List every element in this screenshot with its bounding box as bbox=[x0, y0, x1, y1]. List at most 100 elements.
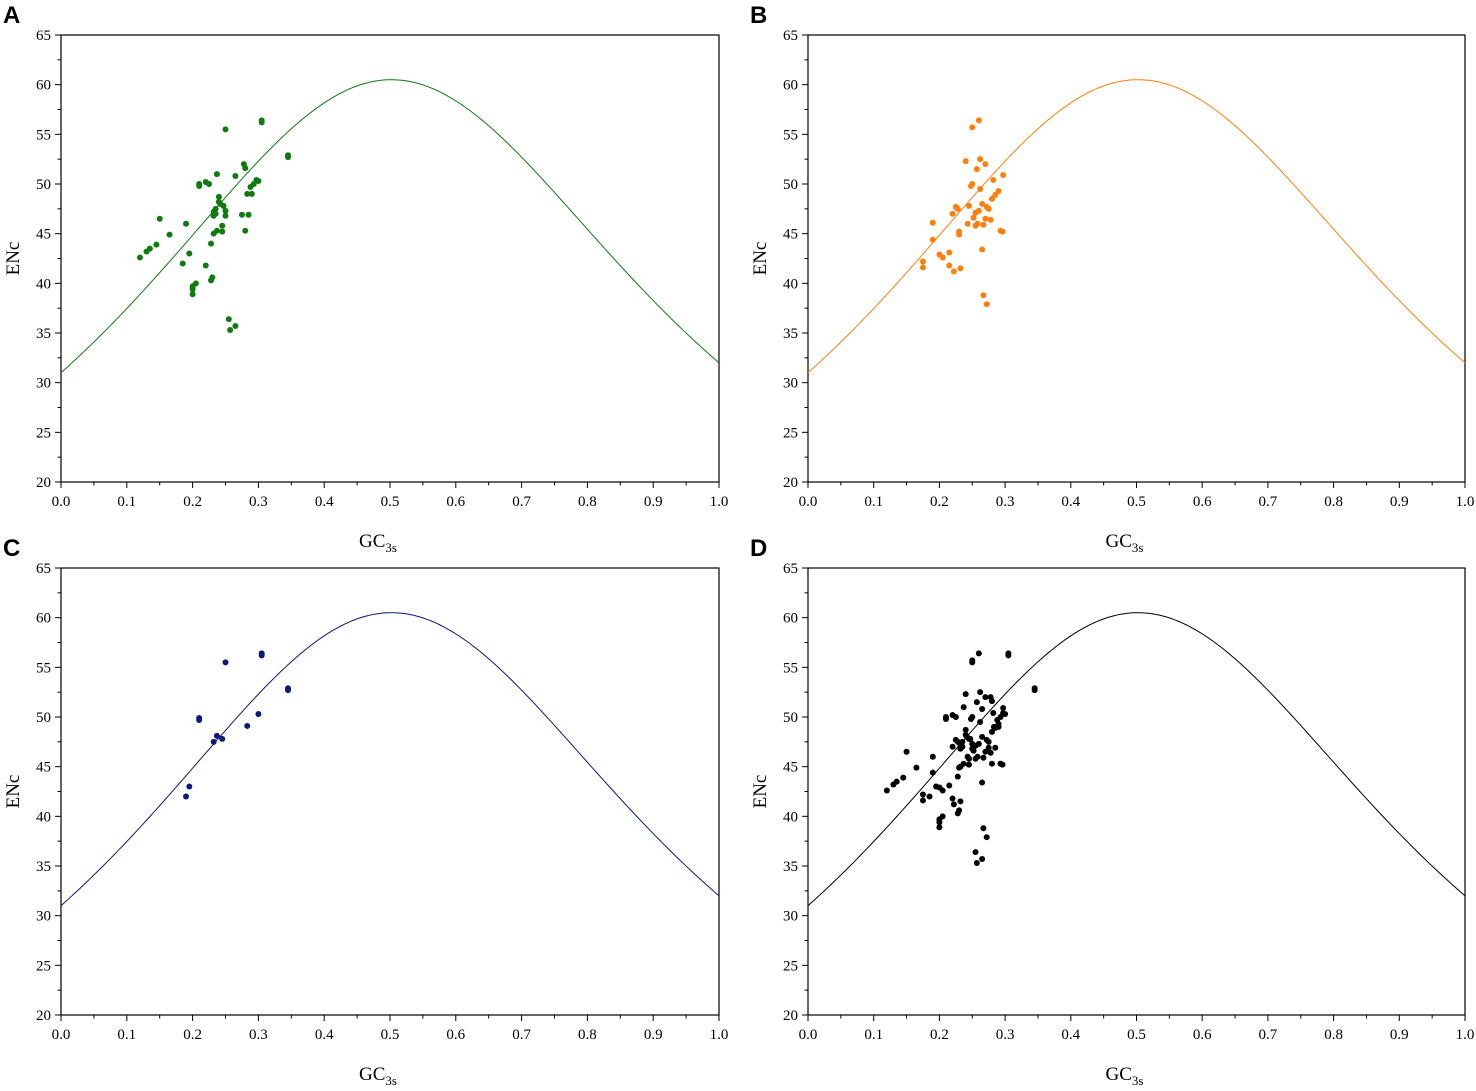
data-point bbox=[977, 718, 984, 725]
data-point bbox=[227, 327, 234, 334]
data-point bbox=[946, 782, 953, 789]
data-point bbox=[258, 117, 265, 124]
data-point bbox=[992, 744, 999, 751]
data-point bbox=[949, 743, 956, 750]
x-tick-label: 0.1 bbox=[117, 494, 136, 510]
data-point bbox=[219, 735, 226, 742]
y-tick-label: 25 bbox=[36, 425, 51, 441]
data-point bbox=[939, 787, 946, 794]
x-tick-label: 0.7 bbox=[1259, 1027, 1278, 1043]
x-tick-label: 0.6 bbox=[446, 494, 465, 510]
data-point bbox=[196, 714, 203, 721]
data-point bbox=[980, 292, 987, 299]
y-tick-label: 25 bbox=[36, 958, 51, 974]
panel-letter: D bbox=[750, 535, 767, 562]
data-point bbox=[980, 825, 987, 832]
data-point bbox=[222, 659, 229, 666]
data-point bbox=[979, 733, 986, 740]
y-tick-label: 30 bbox=[36, 909, 51, 925]
data-point bbox=[1000, 172, 1007, 179]
y-tick-label: 55 bbox=[783, 127, 798, 143]
data-point bbox=[186, 783, 193, 790]
x-tick-label: 0.2 bbox=[930, 494, 949, 510]
y-tick-label: 20 bbox=[36, 475, 51, 491]
x-axis-title-subscript: 3s bbox=[1132, 540, 1144, 555]
x-tick-label: 0.8 bbox=[578, 1027, 597, 1043]
data-point bbox=[982, 215, 989, 222]
x-tick-label: 0.5 bbox=[381, 1027, 400, 1043]
data-point bbox=[1002, 711, 1009, 718]
data-point bbox=[990, 177, 997, 184]
data-point bbox=[950, 801, 957, 808]
data-point bbox=[244, 190, 251, 197]
data-point bbox=[220, 202, 227, 209]
data-point bbox=[208, 240, 215, 247]
data-point bbox=[946, 249, 953, 256]
data-point bbox=[954, 205, 961, 212]
data-point bbox=[913, 764, 920, 771]
x-tick-label: 0.8 bbox=[1324, 1027, 1343, 1043]
data-point bbox=[990, 710, 997, 717]
x-tick-label: 0.5 bbox=[1127, 494, 1146, 510]
data-point bbox=[245, 211, 252, 218]
y-tick-label: 55 bbox=[36, 127, 51, 143]
data-point bbox=[959, 738, 966, 745]
data-point bbox=[936, 824, 943, 831]
data-point bbox=[975, 117, 982, 124]
data-point bbox=[919, 258, 926, 265]
data-point bbox=[973, 699, 980, 706]
data-point bbox=[156, 215, 163, 222]
x-tick-label: 0.0 bbox=[799, 1027, 818, 1043]
data-point bbox=[977, 689, 984, 696]
data-point bbox=[942, 714, 949, 720]
data-point bbox=[952, 714, 959, 720]
x-tick-label: 0.9 bbox=[644, 494, 663, 510]
data-point bbox=[232, 173, 239, 180]
data-point bbox=[929, 236, 936, 243]
data-point bbox=[183, 793, 190, 800]
y-tick-label: 65 bbox=[36, 28, 51, 44]
y-tick-label: 60 bbox=[783, 611, 798, 627]
points-group bbox=[136, 117, 292, 334]
x-tick-label: 0.8 bbox=[578, 494, 597, 510]
data-point bbox=[970, 747, 977, 754]
x-tick-label: 0.1 bbox=[864, 494, 883, 510]
data-point bbox=[949, 210, 956, 217]
data-point bbox=[209, 274, 216, 281]
data-point bbox=[285, 152, 292, 159]
data-point bbox=[983, 301, 990, 308]
x-tick-label: 0.2 bbox=[930, 1027, 949, 1043]
data-point bbox=[954, 773, 961, 780]
x-axis-title-main: GC bbox=[359, 1064, 385, 1085]
data-point bbox=[926, 793, 933, 800]
data-point bbox=[957, 798, 964, 805]
data-point bbox=[903, 748, 910, 755]
data-point bbox=[979, 246, 986, 253]
data-point bbox=[1031, 685, 1038, 692]
data-point bbox=[949, 795, 956, 802]
x-tick-label: 1.0 bbox=[1456, 1027, 1475, 1043]
y-axis-title: ENc bbox=[750, 242, 771, 276]
y-tick-label: 40 bbox=[783, 809, 798, 825]
data-point bbox=[982, 161, 989, 168]
data-point bbox=[166, 231, 173, 238]
data-point bbox=[219, 228, 226, 235]
x-tick-label: 0.9 bbox=[1390, 1027, 1409, 1043]
data-point bbox=[956, 764, 963, 771]
x-tick-label: 0.6 bbox=[1193, 1027, 1212, 1043]
data-point bbox=[186, 250, 193, 257]
expected-curve bbox=[61, 79, 719, 374]
data-point bbox=[988, 698, 995, 705]
x-tick-label: 0.6 bbox=[446, 1027, 465, 1043]
data-point bbox=[969, 714, 976, 720]
data-point bbox=[969, 124, 976, 131]
data-point bbox=[255, 711, 262, 718]
y-tick-label: 65 bbox=[36, 561, 51, 577]
data-point bbox=[179, 260, 186, 267]
data-point bbox=[995, 720, 1002, 727]
x-tick-label: 0.3 bbox=[249, 1027, 268, 1043]
y-axis-title: ENc bbox=[750, 775, 771, 809]
data-point bbox=[883, 787, 890, 794]
data-point bbox=[980, 221, 987, 228]
